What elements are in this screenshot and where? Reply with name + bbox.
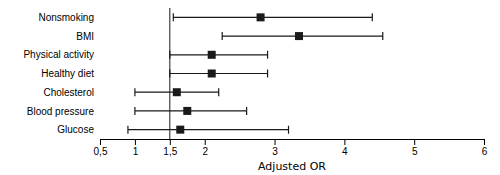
plot: 0,5 1 1,5 2 3 4 5 6 Nonsmoking BMI Physical activi…: [23, 8, 487, 157]
y-tick-label: BMI: [76, 31, 94, 42]
x-tick-label: 6: [482, 146, 488, 157]
x-tick-mark: [275, 139, 276, 145]
x-tick-label: 3: [272, 146, 278, 157]
x-tick-label: 1: [133, 146, 139, 157]
x-tick-mark: [135, 139, 136, 145]
x-tick: 3: [272, 139, 278, 157]
x-tick: 6: [482, 139, 488, 157]
x-tick-mark: [205, 139, 206, 145]
x-axis-title: Adjusted OR: [258, 160, 326, 173]
confidence-interval: [135, 107, 247, 115]
estimate-marker: [295, 32, 303, 40]
y-tick-label: Nonsmoking: [38, 12, 94, 23]
x-tick-label: 4: [342, 146, 348, 157]
x-axis-line: [101, 140, 485, 146]
x-tick-mark: [414, 139, 415, 145]
y-tick: BMI: [76, 31, 94, 42]
y-tick-label: Healthy diet: [41, 68, 94, 79]
y-tick-label: Physical activity: [23, 49, 94, 60]
x-tick: 2: [202, 139, 208, 157]
x-tick-mark: [170, 139, 171, 145]
x-axis: 0,5 1 1,5 2 3 4 5 6: [94, 139, 488, 157]
estimate-marker: [176, 126, 184, 134]
confidence-interval: [170, 51, 268, 59]
confidence-interval: [170, 70, 268, 78]
estimate-marker: [208, 51, 216, 59]
confidence-interval: [173, 13, 372, 21]
confidence-interval: [222, 32, 383, 40]
confidence-interval: [128, 126, 289, 134]
y-tick-label: Blood pressure: [27, 106, 95, 117]
estimate-marker: [173, 88, 181, 96]
x-tick: 4: [342, 139, 348, 157]
y-tick: Blood pressure: [27, 106, 95, 117]
estimate-marker: [208, 70, 216, 78]
x-tick-label: 1,5: [163, 146, 177, 157]
x-tick-mark: [100, 139, 101, 145]
confidence-interval: [135, 88, 219, 96]
x-tick-mark: [344, 139, 345, 145]
x-tick: 5: [412, 139, 418, 157]
y-tick: Physical activity: [23, 49, 94, 60]
y-tick: Healthy diet: [41, 68, 94, 79]
estimate-marker: [257, 13, 265, 21]
y-tick: Glucose: [57, 124, 94, 135]
y-tick-label: Cholesterol: [43, 87, 94, 98]
chart: 0,5 1 1,5 2 3 4 5 6 Nonsmoking BMI Physical activi…: [0, 0, 500, 175]
y-tick-label: Glucose: [57, 124, 94, 135]
y-tick: Cholesterol: [43, 87, 94, 98]
x-tick: 1,5: [163, 139, 177, 157]
x-tick: 0,5: [94, 139, 108, 157]
x-tick: 1: [133, 139, 139, 157]
y-tick: Nonsmoking: [38, 12, 94, 23]
x-tick-mark: [484, 139, 485, 145]
x-tick-label: 0,5: [94, 146, 108, 157]
estimate-marker: [183, 107, 191, 115]
marks: [128, 8, 383, 139]
x-tick-label: 5: [412, 146, 418, 157]
x-tick-label: 2: [202, 146, 208, 157]
y-axis: Nonsmoking BMI Physical activity Healthy di…: [23, 12, 94, 135]
